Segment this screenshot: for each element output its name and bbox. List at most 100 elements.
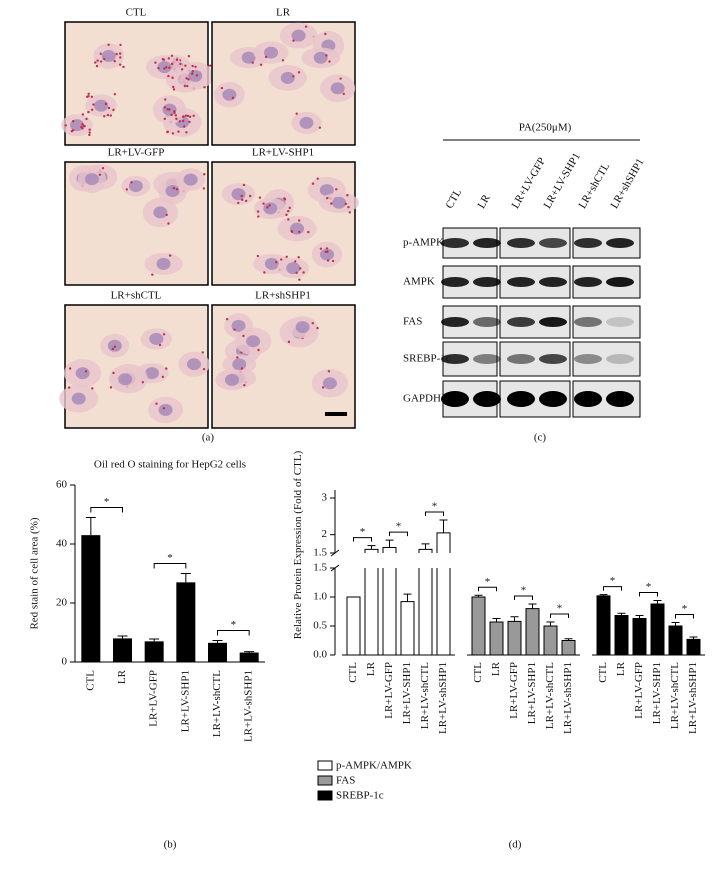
lipid	[304, 25, 308, 28]
y-tick-label: 0.0	[313, 649, 327, 661]
band	[606, 391, 634, 407]
band	[507, 391, 535, 407]
lipid	[179, 62, 182, 66]
lipid	[297, 256, 300, 259]
lipid	[188, 120, 191, 124]
legend-swatch	[317, 790, 333, 801]
lipid	[101, 167, 105, 170]
micrograph	[59, 304, 210, 429]
lipid	[119, 56, 122, 59]
bar	[650, 603, 665, 656]
y-tick-label: 60	[56, 479, 68, 491]
band	[574, 354, 602, 364]
lipid	[283, 198, 287, 201]
lipid	[180, 68, 184, 71]
lipid	[202, 187, 206, 190]
nucleus	[84, 173, 99, 186]
scale-bar	[325, 412, 347, 416]
lipid	[326, 259, 330, 262]
x-tick-label: LR+LV-SHP1	[401, 662, 413, 724]
band	[606, 277, 634, 287]
lipid	[194, 65, 197, 68]
lipid	[346, 194, 349, 197]
lipid	[184, 64, 187, 67]
bar	[418, 548, 433, 656]
error-bar	[510, 616, 519, 622]
lipid	[87, 92, 90, 95]
lipid	[122, 65, 125, 69]
lipid	[161, 57, 165, 61]
error-bar	[599, 594, 608, 596]
x-tick-label: LR	[116, 669, 128, 684]
lipid	[175, 188, 179, 191]
lipid	[257, 348, 260, 352]
nucleus	[75, 367, 90, 380]
lipid	[170, 62, 174, 66]
image-label: LR	[276, 7, 291, 19]
lane-label: CTL	[443, 187, 464, 211]
lipid	[107, 43, 110, 47]
blot-strip	[441, 341, 641, 377]
x-tick-label: LR+LV-SHP1	[526, 662, 538, 724]
lipid	[182, 119, 185, 123]
lipid	[104, 102, 108, 106]
legend-swatch	[317, 760, 333, 771]
lipid	[220, 86, 224, 90]
row-label: AMPK	[403, 276, 435, 288]
x-tick-label: LR+LV-SHP1	[179, 670, 191, 732]
lipid	[95, 64, 99, 68]
lipid	[298, 278, 301, 281]
lipid	[178, 120, 182, 123]
lipid	[233, 328, 236, 331]
bar	[81, 535, 101, 662]
bar	[208, 642, 227, 662]
lipid	[158, 343, 162, 347]
nucleus	[264, 257, 279, 270]
nucleus	[280, 71, 295, 84]
x-tick-label: LR	[615, 661, 627, 676]
lipid	[327, 370, 331, 373]
lipid	[181, 115, 185, 118]
significance-label: *	[167, 552, 173, 564]
lipid	[348, 211, 351, 214]
lipid	[290, 230, 294, 234]
micrograph	[211, 21, 356, 146]
band	[539, 391, 567, 407]
lipid	[287, 340, 291, 344]
error-bar	[244, 651, 255, 653]
lipid	[203, 173, 206, 176]
lipid	[163, 117, 167, 121]
nucleus	[157, 61, 172, 74]
lipid	[201, 351, 204, 354]
lipid	[266, 206, 269, 209]
lipid	[157, 66, 160, 70]
lipid	[258, 196, 262, 199]
lipid	[187, 55, 191, 58]
lipid	[280, 258, 283, 261]
error-bar	[421, 543, 430, 550]
lipid	[170, 113, 173, 117]
band	[606, 238, 634, 248]
lipid	[185, 77, 188, 80]
lipid	[256, 254, 260, 258]
error-bar	[635, 615, 644, 619]
nucleus	[319, 248, 334, 261]
lipid	[208, 64, 212, 67]
bar	[507, 620, 522, 656]
lipid	[64, 124, 67, 127]
lipid	[240, 194, 243, 198]
bar	[525, 608, 540, 656]
lipid	[167, 222, 170, 225]
nucleus	[291, 29, 306, 42]
x-tick-label: LR+LV-shSHP1	[562, 662, 574, 734]
lipid	[130, 181, 133, 184]
lipid	[324, 250, 327, 253]
lipid	[311, 321, 314, 325]
lipid	[321, 386, 325, 389]
significance-bracket	[603, 586, 622, 591]
lipid	[297, 71, 301, 74]
lipid	[287, 209, 290, 213]
image-label: LR+shCTL	[111, 290, 162, 302]
significance-label: *	[521, 584, 527, 596]
bar	[436, 532, 451, 656]
